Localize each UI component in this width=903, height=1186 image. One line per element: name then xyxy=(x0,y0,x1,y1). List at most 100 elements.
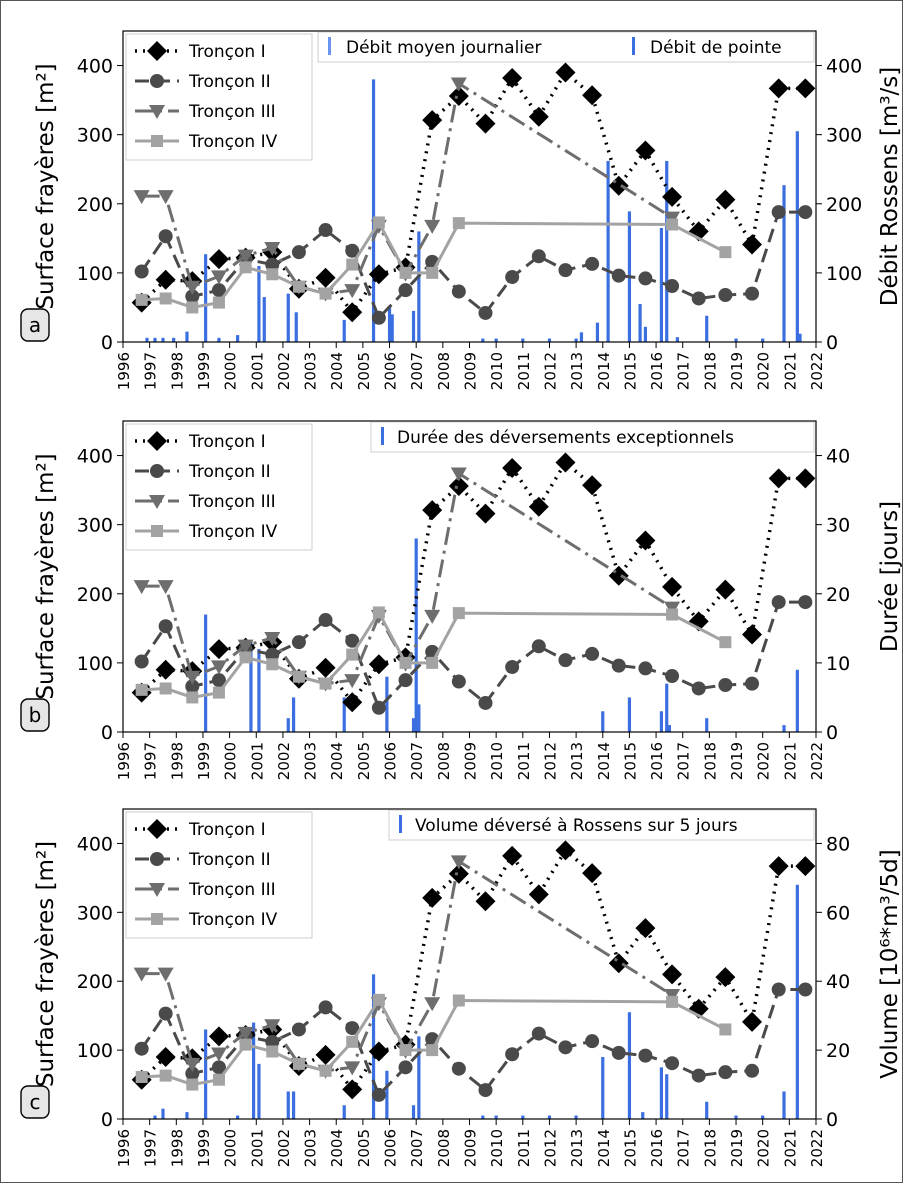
data-point xyxy=(208,1026,229,1047)
x-tick-label: 2001 xyxy=(248,1129,266,1167)
bar xyxy=(782,725,786,732)
data-point xyxy=(344,284,361,299)
data-point xyxy=(292,280,305,293)
data-point xyxy=(795,468,816,489)
x-tick-label: 1996 xyxy=(115,742,133,780)
data-point xyxy=(666,218,679,231)
y-axis-left: 0 100 200 300 400 xyxy=(77,833,123,1131)
data-point xyxy=(291,245,306,260)
data-point xyxy=(426,1044,439,1057)
data-point xyxy=(265,1034,280,1049)
data-point xyxy=(185,679,200,694)
data-point xyxy=(691,681,706,696)
data-point xyxy=(398,673,413,688)
data-point xyxy=(212,296,225,309)
x-tick-label: 2008 xyxy=(435,1129,453,1167)
data-point xyxy=(666,608,679,621)
bar-legend-label: Débit moyen journalier xyxy=(346,38,541,58)
legend-label: Tronçon I xyxy=(188,820,266,840)
data-point xyxy=(315,1044,336,1065)
data-point xyxy=(266,658,279,671)
data-point xyxy=(635,918,656,939)
x-tick-label: 2003 xyxy=(302,352,320,390)
data-point xyxy=(531,1026,546,1041)
x-tick-label: 2015 xyxy=(621,352,639,390)
y2-tick-label: 0 xyxy=(826,332,838,354)
bar xyxy=(291,697,296,732)
bar xyxy=(638,303,642,342)
data-point xyxy=(134,1041,149,1056)
data-point xyxy=(558,653,573,668)
data-point xyxy=(155,269,176,290)
y2-tick-label: 400 xyxy=(826,56,862,78)
data-point xyxy=(450,467,467,482)
data-point xyxy=(265,647,280,662)
data-point xyxy=(745,676,760,691)
bar xyxy=(249,642,253,732)
bar xyxy=(185,331,189,342)
legend-label: Tronçon IV xyxy=(188,132,278,152)
bar xyxy=(643,326,648,342)
data-point xyxy=(158,619,173,634)
y-axis-right: 0 100 200 300 400 xyxy=(816,56,862,354)
legend-marker xyxy=(149,495,165,509)
bar xyxy=(734,338,738,342)
bar xyxy=(371,79,376,342)
data-point xyxy=(186,691,199,704)
bar xyxy=(257,265,261,342)
x-tick-label: 2008 xyxy=(435,742,453,780)
bar xyxy=(286,718,290,732)
bar xyxy=(547,1115,552,1119)
x-tick-label: 1998 xyxy=(168,742,186,780)
y2-tick-label: 200 xyxy=(826,194,862,216)
series-2 xyxy=(134,205,813,325)
data-point xyxy=(342,1079,363,1100)
bar xyxy=(579,332,584,342)
legend-label: Tronçon II xyxy=(188,72,271,92)
data-point xyxy=(505,660,520,675)
data-point xyxy=(502,67,523,88)
data-point xyxy=(212,1073,225,1086)
bar xyxy=(782,1091,786,1119)
x-tick-label: 1999 xyxy=(195,1129,213,1167)
x-tick-label: 2007 xyxy=(408,742,426,780)
x-tick-label: 2017 xyxy=(675,1129,693,1167)
series-legend: Tronçon I Tronçon II Tronçon III Tronçon IV xyxy=(125,33,313,161)
data-point xyxy=(158,229,173,244)
data-point xyxy=(368,654,389,675)
bars-c xyxy=(153,884,799,1119)
data-point xyxy=(665,279,680,294)
data-point xyxy=(292,670,305,683)
y-tick-label: 0 xyxy=(101,722,113,744)
data-point xyxy=(798,982,813,997)
data-point xyxy=(502,845,523,866)
bar xyxy=(798,333,802,342)
legend-label: Tronçon I xyxy=(188,432,266,452)
x-tick-label: 2013 xyxy=(568,1129,586,1167)
data-point xyxy=(264,632,281,647)
bar xyxy=(795,669,799,732)
series-2 xyxy=(134,982,813,1102)
data-point xyxy=(185,1066,200,1081)
y-tick-label: 300 xyxy=(77,902,113,924)
data-point xyxy=(558,1040,573,1055)
data-point xyxy=(239,261,252,274)
bar-legend-swatch xyxy=(328,37,331,55)
x-tick-label: 2012 xyxy=(541,352,559,390)
x-axis: 1996 1997 1998 1999 2000 2001 2002 2003 2004 2005… xyxy=(115,342,826,390)
data-point xyxy=(210,270,227,285)
data-point xyxy=(555,840,576,861)
data-point xyxy=(719,246,732,259)
data-point xyxy=(372,993,385,1006)
data-point xyxy=(134,654,149,669)
data-point xyxy=(718,678,733,693)
bar xyxy=(390,314,394,342)
x-tick-label: 2005 xyxy=(355,1129,373,1167)
data-point xyxy=(398,1060,413,1075)
x-axis: 1996 1997 1998 1999 2000 2001 2002 2003 2004 2005… xyxy=(115,732,826,780)
data-point xyxy=(635,530,656,551)
data-point xyxy=(771,982,786,997)
bar xyxy=(665,683,669,732)
data-point xyxy=(157,580,174,595)
data-point xyxy=(768,468,789,489)
